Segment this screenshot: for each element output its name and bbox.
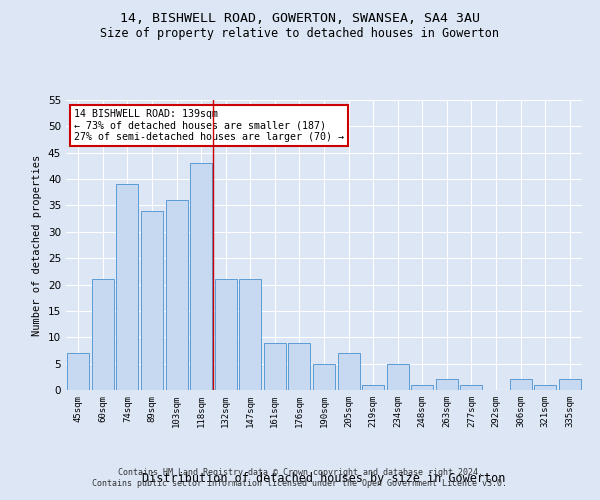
Text: 14, BISHWELL ROAD, GOWERTON, SWANSEA, SA4 3AU: 14, BISHWELL ROAD, GOWERTON, SWANSEA, SA… <box>120 12 480 26</box>
Bar <box>141 210 163 390</box>
Bar <box>166 200 188 390</box>
Bar <box>289 342 310 390</box>
Bar <box>509 380 532 390</box>
Bar <box>460 384 482 390</box>
Bar <box>67 353 89 390</box>
Y-axis label: Number of detached properties: Number of detached properties <box>32 154 43 336</box>
Bar <box>215 280 237 390</box>
Bar <box>362 384 384 390</box>
Bar <box>534 384 556 390</box>
Bar <box>338 353 359 390</box>
Text: Size of property relative to detached houses in Gowerton: Size of property relative to detached ho… <box>101 28 499 40</box>
Bar <box>264 342 286 390</box>
Bar <box>313 364 335 390</box>
Text: Contains HM Land Registry data © Crown copyright and database right 2024.
Contai: Contains HM Land Registry data © Crown c… <box>92 468 508 487</box>
X-axis label: Distribution of detached houses by size in Gowerton: Distribution of detached houses by size … <box>142 472 506 484</box>
Bar <box>386 364 409 390</box>
Text: 14 BISHWELL ROAD: 139sqm
← 73% of detached houses are smaller (187)
27% of semi-: 14 BISHWELL ROAD: 139sqm ← 73% of detach… <box>74 108 344 142</box>
Bar <box>411 384 433 390</box>
Bar <box>559 380 581 390</box>
Bar <box>190 164 212 390</box>
Bar <box>436 380 458 390</box>
Bar <box>116 184 139 390</box>
Bar <box>92 280 114 390</box>
Bar <box>239 280 262 390</box>
